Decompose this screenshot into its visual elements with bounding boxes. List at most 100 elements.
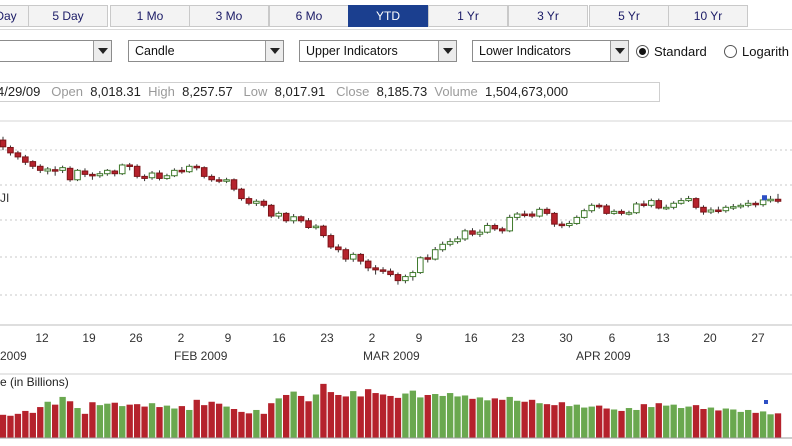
candle [558, 221, 566, 229]
candle [461, 228, 469, 241]
candle [528, 211, 536, 219]
month-label: MAR 2009 [363, 349, 420, 363]
candle-body-down [126, 164, 133, 167]
volume-bar [759, 411, 767, 438]
candle [715, 206, 722, 214]
volume-bar [677, 408, 685, 438]
candle [335, 244, 342, 253]
candle [200, 166, 208, 179]
volume-bar [707, 407, 715, 438]
x-tick-label: 26 [129, 331, 143, 345]
volume-bar [350, 391, 357, 438]
volume-bar [215, 403, 223, 438]
price-chart-svg: JI 12 19 26 2 9 16 23 2 9 16 23 30 6 13 20 27 2009 FEB 20… [0, 120, 792, 439]
candle [74, 169, 81, 182]
candle-body-down [208, 175, 215, 181]
chart-grid [0, 120, 792, 326]
tab-3-yr[interactable]: 3 Yr [508, 5, 588, 27]
chevron-down-icon [438, 41, 456, 61]
last-price-marker [762, 195, 767, 201]
x-axis-labels: 12 19 26 2 9 16 23 2 9 16 23 30 6 13 20 27 2009 FEB 2009 M… [0, 331, 765, 363]
volume-bar [223, 406, 230, 438]
volume-bar [774, 413, 782, 438]
candle-body-up [96, 173, 104, 177]
candle-body-up [744, 202, 752, 206]
candle [618, 209, 625, 216]
scale-log-radio[interactable] [724, 45, 737, 58]
lower-indicators-select[interactable]: Lower Indicators [472, 40, 629, 62]
candle [163, 173, 171, 180]
volume-bar [201, 405, 208, 438]
candle [588, 203, 595, 213]
candle [625, 210, 633, 216]
tab-1-mo[interactable]: 1 Mo [110, 5, 190, 27]
candle [484, 222, 491, 234]
candle [305, 218, 312, 229]
volume-bar [581, 407, 588, 438]
volume-bar [543, 404, 551, 438]
candle [387, 268, 394, 277]
tab-6-mo[interactable]: 6 Mo [269, 5, 349, 27]
candle-body-down [200, 167, 208, 177]
tab-ytd[interactable]: YTD [348, 5, 428, 27]
candle-body-up [171, 169, 178, 177]
volume-bar [320, 383, 327, 438]
candle [603, 203, 610, 215]
candle-body-up [118, 164, 126, 175]
volume-bar [335, 394, 342, 438]
volume-bar [499, 399, 506, 438]
candle-body-down [260, 200, 268, 206]
candle-body-up [148, 172, 156, 179]
tab-10-yr[interactable]: 10 Yr [668, 5, 748, 27]
volume-bar [81, 413, 89, 438]
candle [774, 193, 782, 204]
candle [81, 168, 89, 178]
volume-bar [126, 404, 133, 438]
volume-bar [558, 402, 566, 438]
chart-type-select[interactable]: Candle [128, 40, 284, 62]
period-select[interactable] [0, 40, 112, 62]
tab-3-mo[interactable]: 3 Mo [189, 5, 269, 27]
candle-body-down [141, 175, 148, 179]
candle-body-up [275, 212, 283, 217]
candle-body-down [29, 161, 37, 167]
quote-summary: 4/29/09 Open 8,018.31 High 8,257.57 Low … [0, 82, 660, 102]
candle-body-down [89, 173, 96, 177]
candle [521, 210, 528, 218]
candle-body-up [759, 199, 767, 206]
candle-body-down [282, 212, 290, 222]
tab-5-day[interactable]: 5 Day [28, 5, 108, 27]
candle-body-up [536, 208, 543, 217]
quote-date: 4/29/09 [0, 84, 41, 99]
candle [707, 207, 715, 215]
x-tick-label: 20 [703, 331, 717, 345]
upper-indicators-select[interactable]: Upper Indicators [299, 40, 457, 62]
candle [36, 164, 44, 174]
volume-bar [364, 389, 372, 438]
volume-bar [0, 414, 7, 438]
candle [551, 212, 558, 227]
volume-bar [655, 403, 662, 438]
candle-body-down [700, 206, 707, 213]
candle [476, 229, 484, 237]
scale-standard-radio[interactable] [636, 45, 649, 58]
candle [722, 205, 730, 213]
volume-bar [253, 409, 260, 438]
candle-body-up [506, 216, 514, 232]
volume-bar [357, 396, 364, 438]
candle-body-down [372, 267, 379, 271]
candle [349, 252, 357, 262]
candle [290, 214, 297, 224]
volume-bar [275, 398, 282, 438]
tab-1-yr[interactable]: 1 Yr [428, 5, 508, 27]
price-chart[interactable]: JI 12 19 26 2 9 16 23 2 9 16 23 30 6 13 20 27 2009 FEB 20… [0, 120, 792, 446]
candle-body-down [36, 165, 44, 171]
tab-5-yr[interactable]: 5 Yr [589, 5, 669, 27]
volume-bar [528, 399, 536, 438]
volume-bar [387, 395, 394, 438]
candle [491, 223, 499, 231]
candle [357, 253, 364, 265]
volume-bar [715, 410, 722, 438]
chart-type-select-value: Candle [135, 44, 175, 58]
volume-bar [551, 405, 558, 438]
